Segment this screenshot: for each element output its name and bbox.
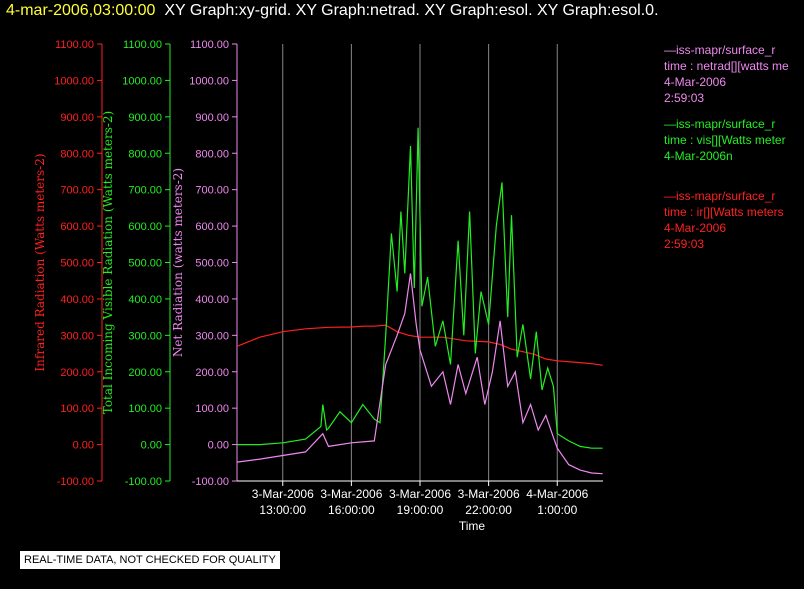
y-tick-label: 300.00 (128, 330, 162, 342)
y-tick-label: 0.00 (208, 440, 229, 452)
legend-line: time : netrad[][watts me (664, 59, 789, 73)
x-tick-date: 3-Mar-2006 (252, 487, 314, 501)
legend-line: —iss-mapr/surface_r (664, 117, 776, 131)
y-tick-label: 200.00 (195, 367, 229, 379)
y-axis-label-net: Net Radiation (watts meters-2) (171, 168, 185, 357)
y-tick-label: -100.00 (57, 476, 94, 488)
y-axis-label-vis: Total Incoming Visible Radiation (Watts … (101, 111, 115, 415)
legend-vis: —iss-mapr/surface_r time : vis[][Watts m… (664, 116, 804, 164)
y-tick-label: 600.00 (195, 221, 229, 233)
x-tick-time: 1:00:00 (537, 503, 577, 517)
y-tick-label: 600.00 (60, 221, 94, 233)
legend-line: —iss-mapr/surface_r (664, 43, 776, 57)
y-tick-label: 800.00 (128, 148, 162, 160)
y-tick-label: 400.00 (128, 294, 162, 306)
series-line-ir (236, 324, 603, 366)
x-tick-date: 3-Mar-2006 (320, 487, 382, 501)
series-line-net (236, 273, 603, 475)
legend-netrad: —iss-mapr/surface_r time : netrad[][watt… (664, 42, 804, 106)
x-tick-date: 3-Mar-2006 (458, 487, 520, 501)
y-tick-label: 800.00 (195, 148, 229, 160)
legend-ir: —iss-mapr/surface_r time : ir[][Watts me… (664, 188, 804, 252)
x-tick-time: 13:00:00 (259, 503, 306, 517)
y-tick-label: -100.00 (125, 476, 162, 488)
legend-line: 4-Mar-2006 (664, 75, 727, 89)
y-tick-label: 100.00 (60, 403, 94, 415)
y-tick-label: 1000.00 (54, 75, 94, 87)
y-tick-label: 500.00 (128, 258, 162, 270)
page-title: 4-mar-2006,03:00:00 XY Graph:xy-grid. XY… (6, 2, 659, 20)
x-tick-date: 4-Mar-2006 (526, 487, 588, 501)
y-tick-label: 1100.00 (55, 39, 94, 51)
y-tick-label: 100.00 (128, 403, 162, 415)
y-tick-label: 700.00 (60, 185, 94, 197)
y-tick-label: 500.00 (60, 258, 94, 270)
title-time: 4-mar-2006,03:00:00 (6, 2, 156, 19)
x-tick-time: 16:00:00 (328, 503, 375, 517)
y-tick-label: 800.00 (60, 148, 94, 160)
y-tick-label: 200.00 (60, 367, 94, 379)
y-tick-label: 1000.00 (122, 75, 162, 87)
legend-line: 4-Mar-2006 (664, 221, 727, 235)
series-line-vis (237, 127, 603, 449)
x-axis-label: Time (459, 519, 486, 533)
y-tick-label: 700.00 (128, 185, 162, 197)
y-tick-label: 0.00 (73, 440, 94, 452)
y-tick-label: 400.00 (195, 294, 229, 306)
legend-line: —iss-mapr/surface_r (664, 189, 776, 203)
y-tick-label: 0.00 (141, 440, 162, 452)
legend-line: time : vis[][Watts meter (664, 133, 786, 147)
y-tick-label: 300.00 (195, 330, 229, 342)
title-graphs: XY Graph:xy-grid. XY Graph:netrad. XY Gr… (164, 2, 659, 19)
y-axis-label-ir: Infrared Radiation (Watts meters-2) (33, 153, 47, 371)
y-tick-label: -100.00 (192, 476, 229, 488)
x-tick-time: 19:00:00 (397, 503, 444, 517)
y-tick-label: 900.00 (128, 112, 162, 124)
y-tick-label: 500.00 (195, 258, 229, 270)
y-tick-label: 1100.00 (123, 39, 162, 51)
y-tick-label: 1000.00 (189, 75, 229, 87)
y-tick-label: 100.00 (195, 403, 229, 415)
quality-notice: REAL-TIME DATA, NOT CHECKED FOR QUALITY (20, 551, 280, 569)
legend-line: 2:59:03 (664, 91, 705, 105)
legend-line: 2:59:03 (664, 237, 705, 251)
legend-line: time : ir[][Watts meters (664, 205, 784, 219)
y-tick-label: 900.00 (60, 112, 94, 124)
y-tick-label: 300.00 (60, 330, 94, 342)
x-tick-date: 3-Mar-2006 (389, 487, 451, 501)
x-tick-time: 22:00:00 (465, 503, 512, 517)
y-tick-label: 600.00 (128, 221, 162, 233)
legend-line: 4-Mar-2006n (664, 149, 733, 163)
y-tick-label: 1100.00 (190, 39, 229, 51)
y-tick-label: 400.00 (60, 294, 94, 306)
y-tick-label: 700.00 (195, 185, 229, 197)
y-tick-label: 200.00 (128, 367, 162, 379)
y-tick-label: 900.00 (195, 112, 229, 124)
